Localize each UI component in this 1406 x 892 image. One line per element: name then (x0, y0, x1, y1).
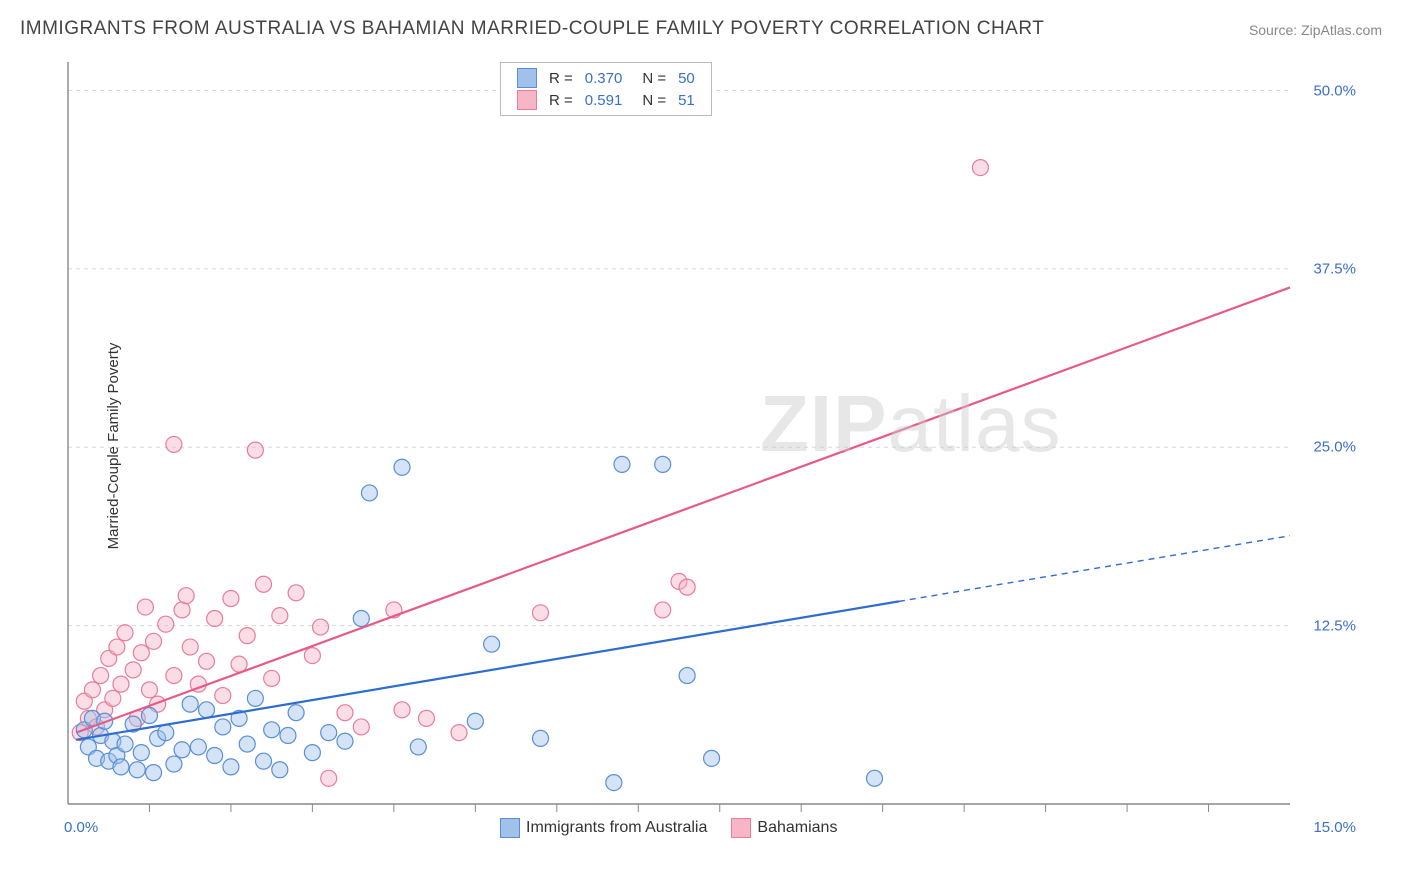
y-tick-label: 37.5% (1313, 260, 1356, 277)
legend-swatch (731, 818, 751, 838)
legend-swatch (517, 90, 537, 110)
source-attribution: Source: ZipAtlas.com (1249, 22, 1382, 38)
legend-item: Bahamians (731, 818, 837, 838)
x-axis-min-label: 0.0% (64, 819, 98, 836)
chart-svg (60, 58, 1360, 838)
legend-item: Immigrants from Australia (500, 818, 707, 838)
y-tick-label: 12.5% (1313, 617, 1356, 634)
legend-swatch (517, 68, 537, 88)
y-tick-label: 25.0% (1313, 439, 1356, 456)
x-axis-max-label: 15.0% (1313, 819, 1356, 836)
series-legend: Immigrants from Australia Bahamians (500, 818, 861, 838)
correlation-legend: R =0.370N =50R =0.591N =51 (500, 62, 712, 116)
legend-label: Immigrants from Australia (526, 819, 707, 836)
chart-title: IMMIGRANTS FROM AUSTRALIA VS BAHAMIAN MA… (20, 18, 1044, 40)
scatter-plot: ZIPatlas R =0.370N =50R =0.591N =51 Immi… (60, 58, 1360, 838)
legend-label: Bahamians (757, 819, 837, 836)
y-tick-label: 50.0% (1313, 82, 1356, 99)
legend-swatch (500, 818, 520, 838)
